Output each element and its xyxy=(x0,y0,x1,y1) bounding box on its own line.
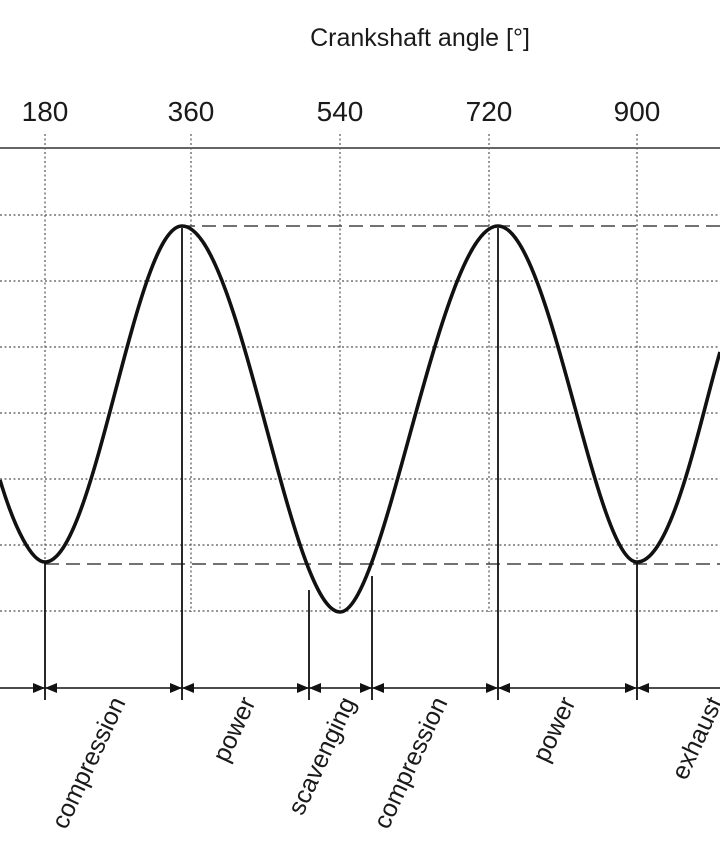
phase-label-scavenging: scavenging xyxy=(283,693,362,819)
arrowhead xyxy=(33,683,45,693)
arrowhead xyxy=(309,683,321,693)
phase-label-power: power xyxy=(207,693,261,767)
arrowhead xyxy=(360,683,372,693)
arrowhead xyxy=(182,683,194,693)
arrowhead xyxy=(625,683,637,693)
stroke-curve xyxy=(0,224,720,614)
reference-lines xyxy=(45,225,720,565)
phase-labels: compression power scavenging compression… xyxy=(46,693,720,833)
phase-boundaries xyxy=(44,228,638,700)
tick-label-180: 180 xyxy=(22,96,69,127)
axis-title: Crankshaft angle [°] xyxy=(310,24,530,52)
horizontal-grid xyxy=(0,214,720,612)
arrowhead xyxy=(297,683,309,693)
tick-label-360: 360 xyxy=(168,96,215,127)
arrowhead xyxy=(498,683,510,693)
arrowhead xyxy=(45,683,57,693)
phase-label-exhaust: exhaust xyxy=(666,693,720,784)
arrowhead xyxy=(637,683,649,693)
tick-label-900: 900 xyxy=(614,96,661,127)
arrowhead xyxy=(486,683,498,693)
tick-labels: 180 360 540 720 900 xyxy=(22,96,661,127)
tick-label-540: 540 xyxy=(317,96,364,127)
arrowhead xyxy=(170,683,182,693)
vertical-grid xyxy=(44,134,638,612)
phase-label-compression-2: compression xyxy=(368,693,453,833)
tick-label-720: 720 xyxy=(466,96,513,127)
arrowhead xyxy=(372,683,384,693)
phase-label-compression: compression xyxy=(46,693,131,833)
dimension-arrowheads xyxy=(33,683,649,693)
phase-label-power-2: power xyxy=(527,693,581,767)
